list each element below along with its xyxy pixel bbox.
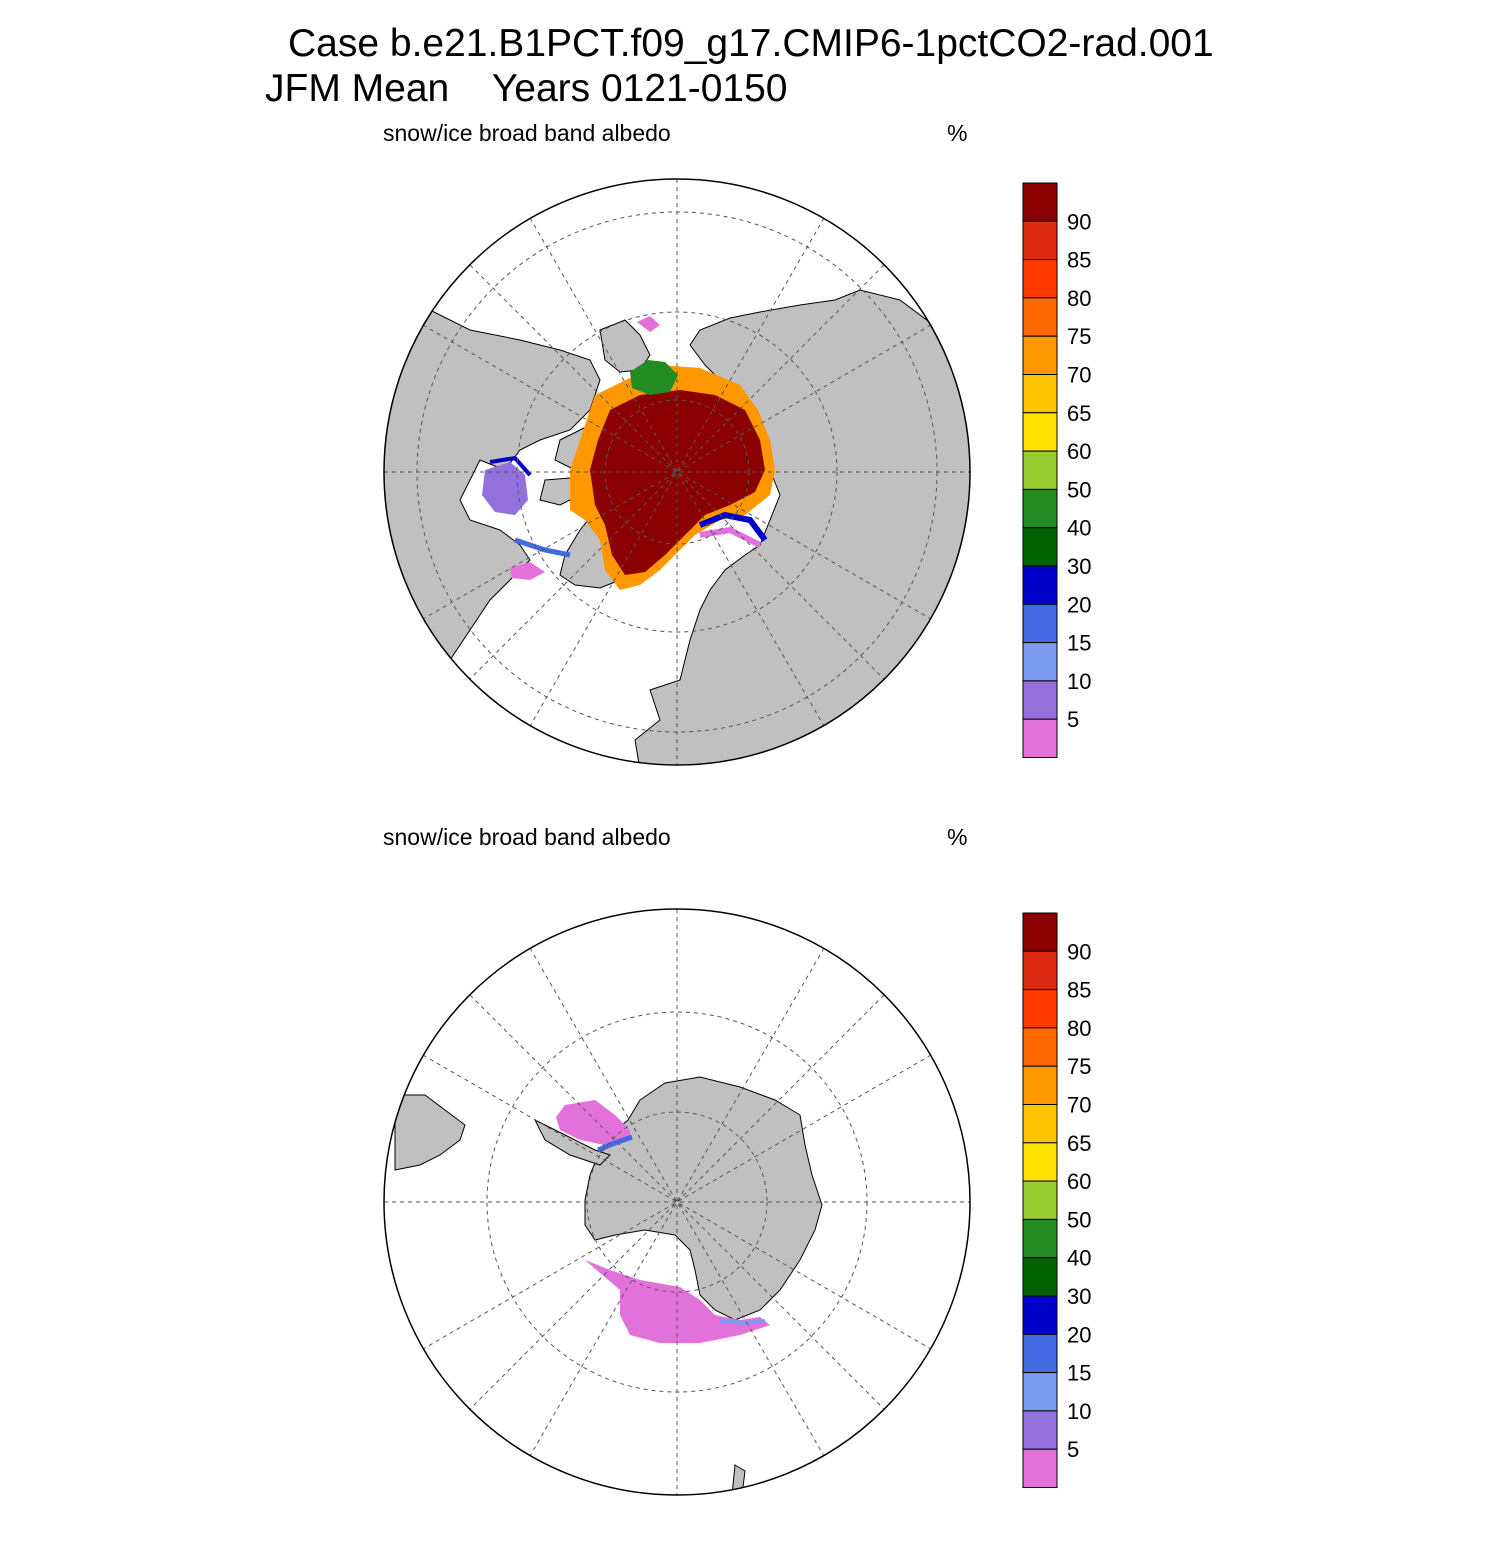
north-ice-barents-fringe	[698, 511, 768, 542]
north-ice-hudson-fringe	[510, 562, 545, 580]
north-ice-greenland-fringe	[514, 537, 571, 558]
south-colorbar-swatch	[1022, 1333, 1058, 1374]
north-colorbar-swatch	[1022, 527, 1058, 567]
north-graticule	[384, 179, 970, 765]
north-colorbar-tick-label: 85	[1067, 248, 1091, 273]
north-variable-label: snow/ice broad band albedo	[383, 120, 671, 146]
north-colorbar-swatch	[1022, 412, 1058, 452]
north-colorbar-tick-label: 40	[1067, 516, 1091, 541]
south-colorbar-tick-label: 65	[1067, 1131, 1091, 1156]
north-ice-baffin-edge	[489, 455, 532, 477]
south-colorbar: 90 85 80 75 70 65 60 50 40 30 20 15 10 5	[1022, 912, 1091, 1488]
north-colorbar-swatch	[1022, 220, 1058, 261]
south-colorbar-swatch	[1022, 950, 1058, 991]
south-colorbar-tick-label: 70	[1067, 1093, 1091, 1118]
north-ice-core	[590, 390, 765, 575]
north-colorbar-swatch	[1022, 374, 1058, 414]
north-colorbar-tick-label: 75	[1067, 324, 1091, 349]
south-colorbar-tick-label: 60	[1067, 1169, 1091, 1194]
south-polar-map-panel: 90 85 80 75 70 65 60 50 40 30 20 15 10 5	[383, 908, 1091, 1496]
north-colorbar-tick-label: 60	[1067, 439, 1091, 464]
south-land-south-america	[394, 1094, 466, 1171]
south-ice-weddell	[556, 1100, 630, 1145]
north-ice-atlantic-fringe	[699, 526, 762, 548]
figure-title-case: Case b.e21.B1PCT.f09_g17.CMIP6-1pctCO2-r…	[288, 22, 1214, 65]
south-land-antarctica	[584, 1076, 823, 1321]
south-graticule	[384, 909, 970, 1495]
south-colorbar-tick-label: 85	[1067, 978, 1091, 1003]
north-colorbar-tick-label: 10	[1067, 669, 1091, 694]
south-colorbar-tick-label: 20	[1067, 1322, 1091, 1347]
south-colorbar-swatch	[1022, 1142, 1058, 1182]
south-colorbar-tick-label: 5	[1067, 1437, 1079, 1462]
north-colorbar-swatch	[1022, 603, 1058, 644]
south-colorbar-tick-label: 75	[1067, 1054, 1091, 1079]
north-colorbar-tick-label: 80	[1067, 286, 1091, 311]
north-colorbar-tick-label: 5	[1067, 707, 1079, 732]
north-polar-map-panel: 90 85 80 75 70 65 60 50 40 30 20 15 10 5	[383, 178, 1091, 766]
south-colorbar-swatch	[1022, 1065, 1058, 1105]
north-colorbar-tick-label: 30	[1067, 554, 1091, 579]
north-colorbar-tick-label: 20	[1067, 592, 1091, 617]
south-colorbar-swatch	[1022, 1448, 1058, 1488]
south-ice-weddell-edge	[597, 1134, 633, 1153]
south-colorbar-swatch	[1022, 1410, 1058, 1450]
south-colorbar-swatch	[1022, 1180, 1058, 1220]
south-map-boundary	[383, 908, 971, 1496]
north-colorbar-swatch	[1022, 335, 1058, 376]
south-colorbar-tick-label: 10	[1067, 1399, 1091, 1424]
south-colorbar-tick-label: 80	[1067, 1016, 1091, 1041]
north-colorbar-swatch	[1022, 565, 1058, 605]
south-variable-label: snow/ice broad band albedo	[383, 824, 671, 850]
south-colorbar-swatch	[1022, 1257, 1058, 1297]
north-units-label: %	[947, 120, 968, 146]
north-colorbar-tick-label: 70	[1067, 363, 1091, 388]
south-colorbar-swatch	[1022, 1295, 1058, 1335]
south-colorbar-swatch	[1022, 912, 1058, 952]
north-colorbar-tick-label: 15	[1067, 631, 1091, 656]
north-colorbar: 90 85 80 75 70 65 60 50 40 30 20 15 10 5	[1022, 182, 1091, 759]
north-colorbar-swatch	[1022, 718, 1058, 759]
north-colorbar-swatch	[1022, 680, 1058, 720]
north-colorbar-tick-label: 90	[1067, 209, 1091, 234]
south-units-label: %	[947, 824, 968, 850]
north-colorbar-tick-label: 65	[1067, 401, 1091, 426]
north-colorbar-swatch	[1022, 259, 1058, 299]
south-colorbar-tick-label: 15	[1067, 1361, 1091, 1386]
north-colorbar-tick-label: 50	[1067, 477, 1091, 502]
north-ice-baffin	[482, 462, 528, 515]
south-colorbar-swatch	[1022, 1218, 1058, 1259]
south-colorbar-tick-label: 50	[1067, 1207, 1091, 1232]
north-colorbar-swatch	[1022, 297, 1058, 337]
south-colorbar-tick-label: 40	[1067, 1246, 1091, 1271]
south-colorbar-swatch	[1022, 989, 1058, 1029]
north-colorbar-swatch	[1022, 488, 1058, 529]
south-colorbar-tick-label: 90	[1067, 939, 1091, 964]
north-colorbar-swatch	[1022, 450, 1058, 490]
south-ice-ross-edge	[719, 1319, 766, 1326]
north-ice-green-lobe	[630, 360, 678, 395]
figure-title-period: JFM Mean Years 0121-0150	[265, 67, 788, 110]
south-colorbar-swatch	[1022, 1372, 1058, 1412]
south-colorbar-swatch	[1022, 1027, 1058, 1067]
north-land-north-america	[384, 299, 601, 701]
north-colorbar-swatch	[1022, 182, 1058, 222]
north-ice-bering-patch	[637, 316, 660, 332]
south-colorbar-swatch	[1022, 1104, 1058, 1144]
north-map-boundary	[383, 178, 971, 766]
north-colorbar-swatch	[1022, 642, 1058, 682]
south-colorbar-tick-label: 30	[1067, 1284, 1091, 1309]
